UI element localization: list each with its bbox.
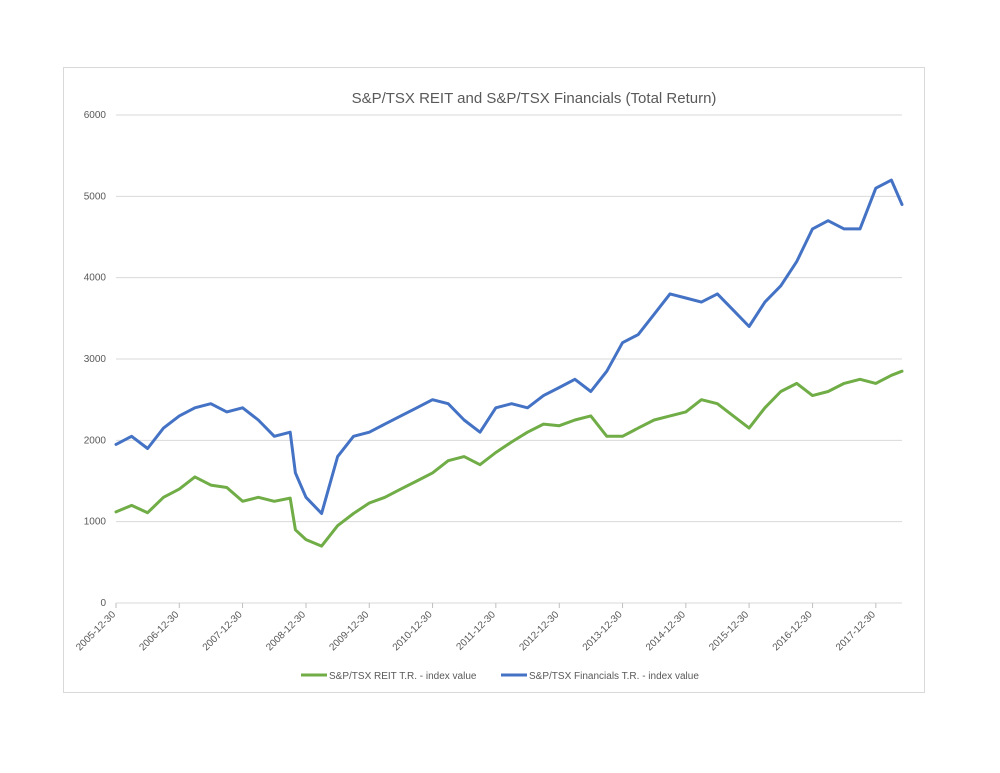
x-tick-label: 2005-12-30	[74, 609, 118, 653]
x-tick-label: 2008-12-30	[264, 609, 308, 653]
legend-label: S&P/TSX REIT T.R. - index value	[329, 671, 477, 682]
y-tick-label: 1000	[84, 517, 107, 528]
series-lines	[114, 178, 904, 548]
x-axis-ticks: 2005-12-30 2006-12-30 2007-12-30 2008-12-30…	[74, 603, 878, 653]
x-tick-label: 2007-12-30	[201, 609, 245, 653]
x-tick-label: 2009-12-30	[327, 609, 371, 653]
y-tick-label: 2000	[84, 435, 107, 446]
y-axis-ticks: 0 1000 2000 3000 4000 5000 6000	[84, 110, 107, 609]
x-tick-label: 2014-12-30	[644, 609, 688, 653]
chart-svg: S&P/TSX REIT and S&P/TSX Financials (Tot…	[74, 90, 904, 682]
y-tick-label: 5000	[84, 191, 107, 202]
y-tick-label: 3000	[84, 354, 107, 365]
y-tick-label: 0	[100, 598, 106, 609]
x-tick-label: 2016-12-30	[771, 609, 815, 653]
x-tick-label: 2010-12-30	[391, 609, 435, 653]
series-line-reit	[114, 369, 904, 548]
y-tick-label: 6000	[84, 110, 107, 121]
x-tick-label: 2011-12-30	[455, 609, 499, 653]
x-tick-label: 2015-12-30	[707, 609, 751, 653]
x-tick-label: 2013-12-30	[581, 609, 625, 653]
x-tick-label: 2012-12-30	[517, 609, 561, 653]
x-tick-label: 2017-12-30	[834, 609, 878, 653]
y-tick-label: 4000	[84, 273, 107, 284]
legend-label: S&P/TSX Financials T.R. - index value	[529, 671, 699, 682]
series-line-financials	[114, 178, 904, 515]
x-tick-label: 2006-12-30	[137, 609, 181, 653]
legend: S&P/TSX REIT T.R. - index value S&P/TSX F…	[301, 671, 699, 682]
chart-frame: S&P/TSX REIT and S&P/TSX Financials (Tot…	[63, 67, 925, 693]
chart-title: S&P/TSX REIT and S&P/TSX Financials (Tot…	[352, 90, 717, 107]
grid-lines	[116, 114, 902, 604]
